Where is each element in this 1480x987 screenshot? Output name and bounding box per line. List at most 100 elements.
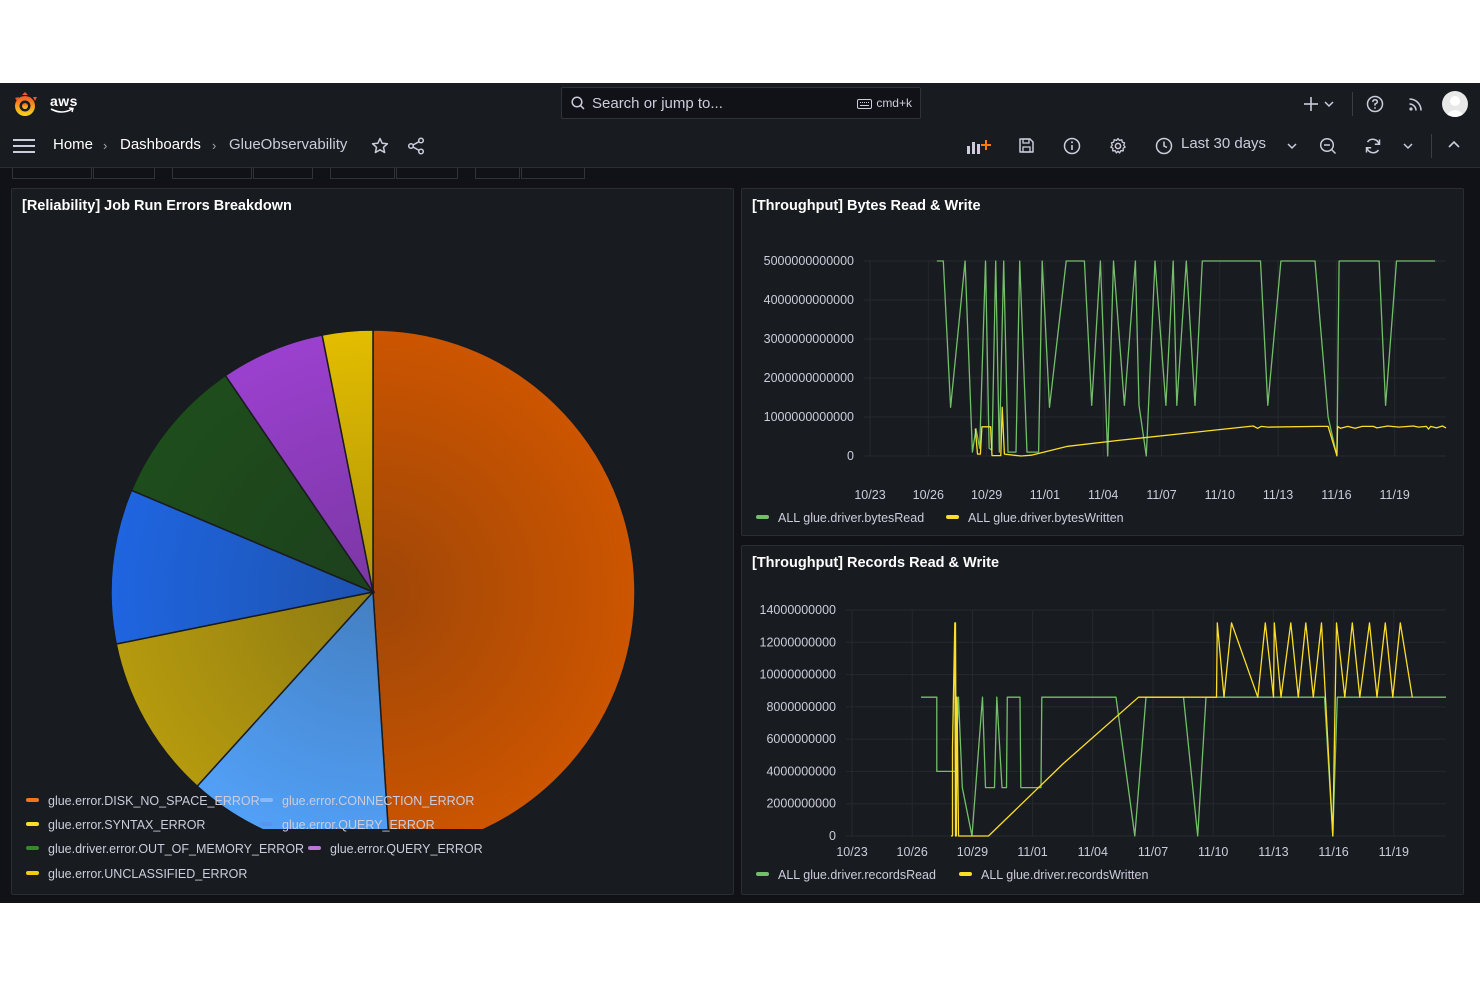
legend-item[interactable]: glue.error.CONNECTION_ERROR [260, 794, 474, 808]
search-placeholder: Search or jump to... [592, 95, 723, 112]
breadcrumb-chevron-icon: › [212, 138, 217, 153]
x-tick-label: 11/04 [1088, 488, 1118, 502]
y-tick-label: 2000000000 [766, 797, 836, 811]
legend-item[interactable]: ALL glue.driver.bytesWritten [946, 511, 1124, 525]
legend-item[interactable]: glue.error.SYNTAX_ERROR [26, 818, 205, 832]
x-tick-label: 11/10 [1205, 488, 1235, 502]
grafana-logo-icon[interactable] [12, 92, 38, 118]
variable-control[interactable] [12, 167, 92, 179]
zoom-out-icon[interactable] [1319, 137, 1337, 155]
x-tick-label: 10/23 [854, 488, 885, 502]
x-tick-label: 11/04 [1078, 845, 1108, 859]
clock-icon [1155, 137, 1173, 155]
bytes-line-chart: 5000000000000 4000000000000 3000000000000 2… [764, 254, 1447, 502]
pie-slice[interactable]: glue.error.DISK_NO_SPACE_ERROR [372, 329, 636, 829]
refresh-icon[interactable] [1364, 137, 1382, 155]
star-icon[interactable] [371, 137, 389, 155]
pie-slice[interactable]: glue.driver.error.OUT_OF_MEMORY_ERROR [130, 374, 376, 594]
variable-control[interactable] [330, 167, 395, 179]
x-tick-label: 11/01 [1017, 845, 1047, 859]
legend-swatch [26, 822, 39, 826]
panel-bytes-read-write[interactable]: [Throughput] Bytes Read & Write 50000000… [741, 188, 1464, 536]
time-range-picker[interactable]: Last 30 days [1181, 135, 1267, 152]
pie-chart: glue.error.DISK_NO_SPACE_ERRORglue.error… [110, 329, 636, 829]
legend-label: ALL glue.driver.recordsRead [778, 868, 936, 882]
legend-swatch [756, 872, 769, 876]
legend-label: ALL glue.driver.recordsWritten [981, 868, 1149, 882]
series-line[interactable] [950, 622, 1413, 837]
keyboard-icon [857, 99, 873, 109]
info-icon[interactable] [1063, 137, 1081, 155]
legend-item[interactable]: ALL glue.driver.recordsRead [756, 868, 936, 882]
legend-swatch [959, 872, 972, 876]
y-tick-label: 4000000000000 [764, 293, 854, 307]
menu-icon[interactable] [13, 138, 35, 154]
panel-title: [Reliability] Job Run Errors Breakdown [22, 198, 292, 214]
y-tick-label: 10000000000 [760, 668, 837, 682]
y-tick-label: 14000000000 [760, 603, 837, 617]
panel-records-read-write[interactable]: [Throughput] Records Read & Write 140000… [741, 545, 1464, 895]
search-icon [571, 96, 585, 110]
y-tick-label: 2000000000000 [764, 371, 854, 385]
legend-swatch [260, 798, 273, 802]
x-tick-label: 10/26 [913, 488, 944, 502]
y-tick-label: 5000000000000 [764, 254, 854, 268]
user-avatar[interactable] [1442, 91, 1468, 117]
series-line[interactable] [921, 696, 1446, 837]
help-icon[interactable] [1366, 95, 1384, 113]
legend-item[interactable]: ALL glue.driver.bytesRead [756, 511, 924, 525]
series-line[interactable] [974, 406, 1447, 457]
legend-label: glue.error.DISK_NO_SPACE_ERROR [48, 794, 260, 808]
pie-slice[interactable]: glue.error.QUERY_ERROR [110, 489, 376, 645]
variable-control[interactable] [521, 167, 585, 179]
y-tick-label: 4000000000 [766, 764, 836, 778]
pie-slice[interactable]: glue.error.SYNTAX_ERROR [115, 590, 376, 788]
x-tick-label: 11/07 [1146, 488, 1176, 502]
breadcrumb-home[interactable]: Home [53, 136, 94, 153]
x-tick-label: 11/01 [1030, 488, 1060, 502]
settings-gear-icon[interactable] [1109, 137, 1127, 155]
x-tick-label: 11/19 [1379, 845, 1409, 859]
grafana-app: aws Search or jump to... cmd+k [0, 83, 1480, 903]
pie-slice[interactable]: glue.error.UNCLASSIFIED_ERROR [321, 329, 374, 593]
y-tick-label: 0 [829, 829, 836, 843]
legend-item[interactable]: ALL glue.driver.recordsWritten [959, 868, 1148, 882]
legend-label: glue.driver.error.OUT_OF_MEMORY_ERROR [48, 842, 305, 856]
legend-swatch [26, 846, 39, 850]
variable-control[interactable] [396, 167, 458, 179]
pie-slice[interactable]: glue.error.CONNECTION_ERROR [196, 590, 390, 829]
chevron-up-icon[interactable] [1447, 140, 1461, 150]
panel-job-run-errors[interactable]: [Reliability] Job Run Errors Breakdown g… [11, 188, 734, 895]
y-tick-label: 3000000000000 [764, 332, 854, 346]
variable-control[interactable] [93, 167, 155, 179]
legend-label: glue.error.UNCLASSIFIED_ERROR [48, 867, 248, 881]
x-tick-label: 11/19 [1380, 488, 1410, 502]
legend-item[interactable]: glue.error.UNCLASSIFIED_ERROR [26, 867, 247, 881]
divider [1431, 134, 1432, 158]
x-tick-label: 11/13 [1258, 845, 1288, 859]
variable-control[interactable] [172, 167, 252, 179]
legend-label: glue.error.QUERY_ERROR [282, 818, 435, 832]
legend-item[interactable]: glue.driver.error.OUT_OF_MEMORY_ERROR [26, 842, 304, 856]
share-icon[interactable] [407, 137, 425, 155]
refresh-interval-chevron-icon[interactable] [1402, 141, 1414, 151]
variable-control[interactable] [475, 167, 520, 179]
y-tick-label: 1000000000000 [764, 410, 854, 424]
legend-item[interactable]: glue.error.DISK_NO_SPACE_ERROR [26, 794, 260, 808]
x-tick-label: 11/16 [1321, 488, 1351, 502]
legend-item[interactable]: glue.error.QUERY_ERROR [260, 818, 435, 832]
news-feed-icon[interactable] [1408, 96, 1424, 112]
save-icon[interactable] [1018, 137, 1035, 154]
divider [1352, 92, 1353, 116]
add-new-icon[interactable] [1303, 96, 1337, 112]
legend-label: ALL glue.driver.bytesRead [778, 511, 925, 525]
add-panel-icon[interactable] [966, 137, 992, 155]
search-input[interactable]: Search or jump to... cmd+k [561, 87, 921, 119]
panel-title: [Throughput] Records Read & Write [752, 555, 1000, 571]
breadcrumb-dashboards[interactable]: Dashboards [120, 136, 201, 153]
top-bar: aws Search or jump to... cmd+k [0, 83, 1480, 125]
legend-item[interactable]: glue.error.QUERY_ERROR [308, 842, 483, 856]
variable-control[interactable] [253, 167, 313, 179]
chevron-down-icon[interactable] [1286, 141, 1298, 151]
y-tick-label: 0 [847, 449, 854, 463]
